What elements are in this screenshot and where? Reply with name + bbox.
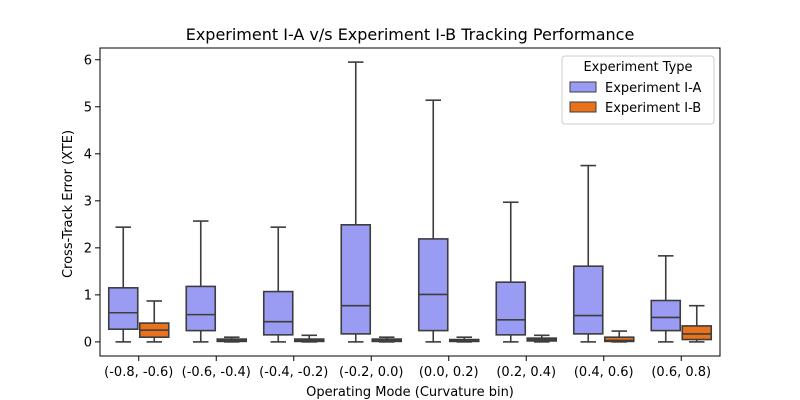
legend-swatch [569,81,597,93]
box-a-3 [340,61,372,343]
y-tick-label: 0 [84,335,92,350]
x-axis-label: Operating Mode (Curvature bin) [306,385,514,400]
iqr-box [681,325,713,341]
x-tick-label: (0.4, 0.6) [574,365,634,380]
legend-title: Experiment Type [583,60,692,75]
iqr-box [340,224,372,335]
y-tick-label: 2 [84,241,92,256]
x-tick-label: (0.2, 0.4) [496,365,556,380]
y-tick-label: 4 [84,147,92,162]
iqr-box [417,238,449,332]
iqr-box [107,287,139,330]
x-tick-label: (-0.4, -0.2) [259,365,328,380]
y-tick-label: 1 [84,288,92,303]
iqr-box [185,285,217,332]
box-b-3 [371,336,403,343]
box-b-2 [293,334,325,343]
box-b-4 [448,336,480,343]
iqr-box [650,299,682,332]
box-a-5 [495,201,527,343]
iqr-box [262,290,294,336]
legend-swatch [569,101,597,113]
y-tick-label: 6 [84,53,92,68]
iqr-box [495,281,527,336]
legend-entry-label: Experiment I-A [605,81,701,96]
y-axis-label: Cross-Track Error (XTE) [61,130,76,278]
box-a-1 [185,220,217,343]
box-b-5 [526,334,558,343]
y-tick-label: 5 [84,100,92,115]
y-tick-label: 3 [84,194,92,209]
x-tick-label: (-0.8, -0.6) [104,365,173,380]
iqr-box [572,265,604,335]
x-tick-label: (-0.6, -0.4) [182,365,251,380]
box-a-4 [417,99,449,343]
x-tick-label: (0.6, 0.8) [651,365,711,380]
plot-area: 0 1 2 3 4 5 6 (-0.8, -0.6) (-0.6, -0.4) (-0.4, -0… [84,47,721,380]
x-tick-label: (0.0, 0.2) [419,365,479,380]
legend-frame [561,55,715,125]
box-a-0 [107,226,139,343]
box-a-6 [572,164,604,343]
axes-frame [99,47,721,357]
x-tick-label: (-0.2, 0.0) [339,365,403,380]
box-a-7 [650,255,682,343]
box-b-0 [138,300,170,343]
box-b-7 [681,304,713,343]
box-b-6 [603,330,635,343]
box-a-2 [262,226,294,343]
legend: Experiment Type Experiment I-A Experiment … [561,55,715,125]
box-b-1 [216,336,248,343]
iqr-box [603,336,635,343]
chart-title: Experiment I-A v/s Experiment I-B Tracki… [186,25,635,44]
legend-entry-label: Experiment I-B [605,101,701,116]
